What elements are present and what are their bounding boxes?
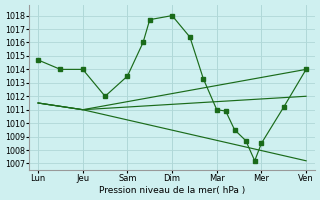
X-axis label: Pression niveau de la mer( hPa ): Pression niveau de la mer( hPa ) (99, 186, 245, 195)
